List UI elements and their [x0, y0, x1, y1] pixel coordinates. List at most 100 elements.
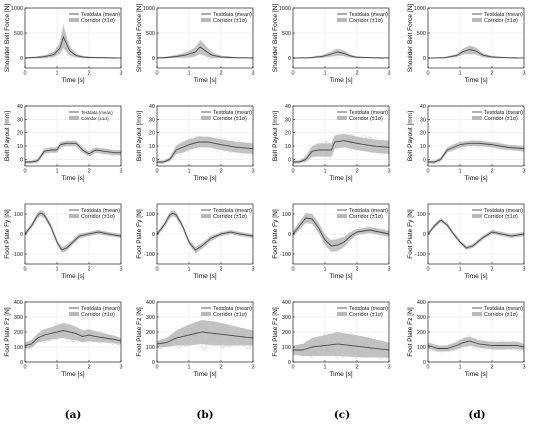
plot-content [157, 135, 253, 165]
y-tick-label: 500 [14, 31, 23, 37]
x-tick-label: 0 [155, 267, 158, 273]
x-axis-label: Time [s] [329, 175, 352, 182]
y-tick-label: 0 [288, 56, 291, 62]
chart-panel-r2-d: 0 1 2 3 -100 0 100 Time [s] Foot Plate Fy [N] Tes… [407, 203, 526, 280]
x-axis-label: Time [s] [61, 77, 84, 84]
x-tick-label: 2 [355, 169, 358, 175]
legend-band-label: Corridor (±1σ) [213, 116, 247, 122]
y-tick-label: 1000 [414, 6, 426, 12]
x-tick-label: 3 [251, 169, 254, 175]
x-axis-label: Time [s] [464, 371, 487, 378]
mean-line [428, 142, 524, 163]
x-tick-label: 3 [119, 71, 122, 77]
legend-band-swatch [472, 116, 482, 120]
corridor-band [293, 48, 389, 59]
plot-content [428, 45, 524, 59]
mean-line [428, 340, 524, 349]
x-tick-label: 3 [251, 71, 254, 77]
x-tick-label: 2 [87, 71, 90, 77]
x-tick-label: 0 [426, 267, 429, 273]
legend: Testdata (mean)Corridor (±1σ) [201, 12, 252, 24]
x-tick-label: 1 [323, 267, 326, 273]
y-tick-label: 200 [14, 330, 23, 336]
legend-mean-label: Testdata (mean) [484, 12, 523, 18]
chart-panel-r3-a: 0 1 2 3 0 100 200 300 400 Time [s] Foot Plate Fz [… [4, 300, 123, 378]
legend: Testdata (mean)Corridor (±1σ) [337, 208, 388, 220]
x-tick-label: 0 [155, 71, 158, 77]
y-tick-label: -100 [415, 252, 426, 258]
corridor-band [157, 210, 253, 253]
x-tick-label: 1 [55, 71, 58, 77]
y-tick-label: 500 [282, 31, 291, 37]
x-axis-label: Time [s] [193, 77, 216, 84]
x-tick-label: 2 [355, 71, 358, 77]
y-axis-label: Foot Plate Fy [N] [4, 209, 11, 259]
corridor-band [157, 40, 253, 59]
legend-band-label: Corridor (±1σ) [81, 214, 115, 220]
mean-line [157, 212, 253, 251]
x-tick-label: 1 [187, 169, 190, 175]
y-tick-label: 100 [417, 345, 426, 351]
x-tick-label: 1 [55, 365, 58, 371]
plot-content [293, 133, 389, 164]
legend-band-swatch [337, 18, 347, 22]
legend: Testdata (mean)Corridor (±1σ) [472, 208, 523, 220]
plot-content [25, 140, 121, 164]
y-tick-label: 40 [149, 104, 155, 110]
y-tick-label: 1000 [143, 6, 155, 12]
x-tick-label: 1 [458, 267, 461, 273]
corridor-band [293, 213, 389, 252]
legend-band-label: Corridor (±1σ) [484, 18, 518, 24]
y-axis-label: Belt Payout [mm] [272, 111, 279, 161]
x-tick-label: 3 [522, 169, 525, 175]
corridor-band [428, 336, 524, 352]
x-tick-label: 3 [251, 267, 254, 273]
x-tick-label: 1 [187, 71, 190, 77]
y-tick-label: 1000 [279, 6, 291, 12]
x-tick-label: 1 [458, 365, 461, 371]
y-tick-label: 100 [146, 345, 155, 351]
y-tick-label: -100 [12, 252, 23, 258]
y-axis-label: Foot Plate Fz [N] [136, 307, 143, 357]
mean-line [25, 212, 121, 251]
x-tick-label: 0 [155, 169, 158, 175]
x-axis-label: Time [s] [464, 175, 487, 182]
plot-content [157, 40, 253, 60]
x-tick-label: 0 [23, 267, 26, 273]
x-tick-label: 1 [458, 169, 461, 175]
x-tick-label: 1 [55, 169, 58, 175]
mean-line [25, 142, 121, 163]
y-tick-label: 400 [146, 300, 155, 306]
y-axis-label: Shoulder Belt Force [N] [407, 4, 414, 73]
legend-mean-label: Testdata (mean) [213, 208, 252, 214]
legend-band-label: Corridor (±1σ) [349, 312, 383, 318]
y-tick-label: 30 [149, 117, 155, 123]
axes-frame [24, 105, 122, 167]
plot-content [157, 320, 253, 350]
y-tick-label: 0 [152, 157, 155, 163]
legend-mean-label: Testdata (mean) [349, 12, 388, 18]
y-axis-label: Belt Payout [mm] [4, 111, 11, 161]
y-tick-label: 100 [417, 212, 426, 218]
mean-line [428, 49, 524, 59]
legend-mean-label: Testdata (mean) [349, 110, 388, 116]
x-tick-label: 0 [291, 71, 294, 77]
y-tick-label: 20 [17, 131, 23, 137]
legend-mean-label: Testdata (mean) [81, 110, 113, 115]
y-tick-label: 0 [423, 157, 426, 163]
legend-band-label: Corridor (±1σ) [484, 116, 518, 122]
x-tick-label: 3 [119, 169, 122, 175]
mean-line [157, 46, 253, 59]
plot-content [428, 335, 524, 353]
x-tick-label: 2 [87, 267, 90, 273]
legend-band-label: Corridor (±1σ) [81, 18, 115, 24]
legend-band-label: Corridor (±1σ) [484, 214, 518, 220]
x-tick-label: 2 [490, 267, 493, 273]
y-tick-label: 0 [288, 232, 291, 238]
mean-line [157, 331, 253, 345]
y-tick-label: 30 [420, 117, 426, 123]
y-tick-label: 0 [20, 157, 23, 163]
caption-d: (d) [468, 409, 485, 421]
